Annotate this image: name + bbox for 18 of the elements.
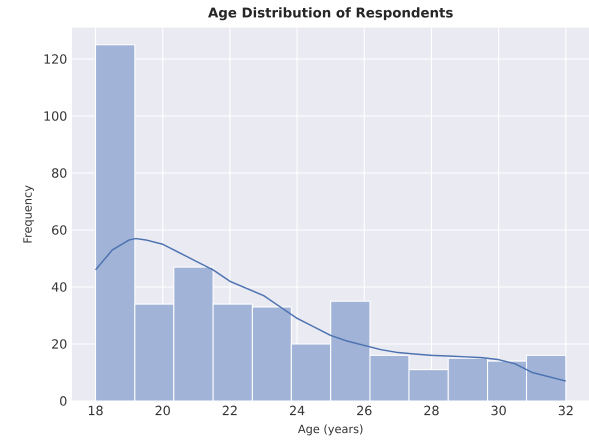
- y-tick-label: 80: [52, 168, 66, 178]
- y-tick-label: 60: [52, 225, 66, 235]
- chart-title: Age Distribution of Respondents: [208, 7, 453, 20]
- x-tick-label: 28: [424, 406, 439, 416]
- x-tick-label: 24: [290, 406, 304, 416]
- y-axis-title: Frequency: [23, 185, 34, 242]
- y-tick-label: 0: [60, 396, 66, 406]
- y-tick-label: 40: [52, 282, 66, 292]
- x-tick-label: 20: [156, 406, 170, 416]
- x-tick-label: 18: [88, 406, 103, 416]
- y-tick-label: 100: [44, 111, 66, 121]
- x-axis-title: Age (years): [298, 424, 362, 436]
- x-tick-label: 30: [492, 406, 506, 416]
- x-tick-label: 26: [357, 406, 372, 416]
- y-tick-label: 20: [52, 339, 66, 349]
- x-tick-label: 22: [222, 406, 237, 416]
- x-tick-label: 32: [558, 406, 573, 416]
- y-tick-label: 120: [44, 54, 66, 64]
